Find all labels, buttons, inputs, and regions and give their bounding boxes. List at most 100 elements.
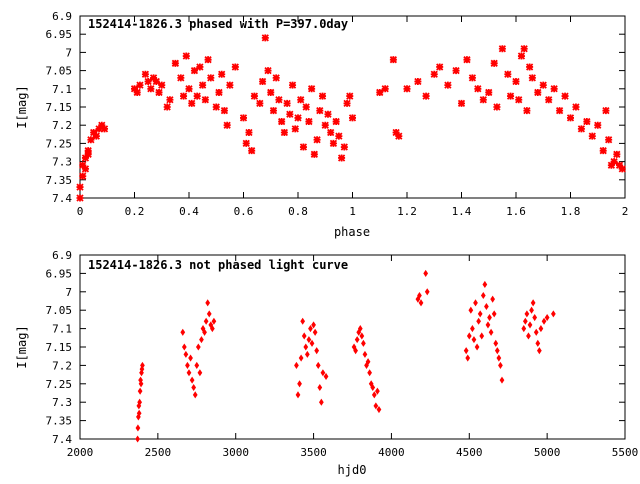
- data-point-phased: [310, 150, 318, 158]
- data-point-unphased: [357, 325, 363, 333]
- data-point-unphased: [423, 269, 429, 277]
- data-point-unphased: [308, 325, 313, 333]
- data-point-phased: [615, 161, 624, 169]
- data-point-phased: [297, 96, 305, 104]
- data-point-unphased: [191, 383, 197, 392]
- x-tick-label-unphased: 5000: [534, 446, 561, 459]
- data-point-unphased: [480, 291, 486, 300]
- data-point-unphased: [373, 402, 379, 410]
- y-tick-label-unphased: 7.4: [52, 433, 72, 446]
- data-point-phased: [332, 117, 340, 126]
- data-point-unphased: [195, 343, 201, 351]
- data-point-phased: [278, 117, 286, 126]
- data-point-unphased: [473, 299, 478, 307]
- y-axis-label-unphased: I[mag]: [15, 325, 29, 368]
- chart-title-phased: 152414-1826.3 phased with P=397.0day: [88, 17, 348, 31]
- data-point-unphased: [317, 383, 323, 392]
- data-point-unphased: [477, 310, 483, 318]
- data-point-phased: [452, 66, 460, 75]
- data-point-phased: [321, 121, 329, 129]
- data-point-phased: [346, 92, 354, 100]
- data-point-unphased: [135, 435, 140, 443]
- data-point-phased: [316, 107, 324, 115]
- y-tick-label-phased: 7.35: [46, 174, 73, 187]
- data-point-phased: [583, 117, 591, 126]
- y-tick-label-phased: 7.05: [46, 65, 73, 78]
- data-point-phased: [81, 165, 90, 173]
- data-point-unphased: [370, 383, 376, 392]
- data-point-phased: [81, 154, 90, 162]
- data-point-phased: [198, 81, 207, 89]
- data-point-phased: [605, 136, 613, 144]
- data-point-phased: [294, 114, 302, 122]
- data-point-phased: [517, 52, 526, 60]
- data-point-unphased: [471, 336, 477, 344]
- data-point-phased: [468, 74, 477, 82]
- data-point-unphased: [137, 387, 143, 395]
- y-axis-label-phased: I[mag]: [15, 85, 29, 128]
- x-tick-label-unphased: 2000: [67, 446, 94, 459]
- y-tick-label-unphased: 7.15: [46, 341, 73, 354]
- data-point-phased: [512, 77, 520, 86]
- x-tick-label-phased: 1.8: [561, 205, 581, 218]
- data-point-unphased: [522, 317, 528, 325]
- data-point-unphased: [535, 339, 541, 347]
- data-point-phased: [430, 70, 438, 78]
- data-point-unphased: [311, 321, 316, 329]
- data-point-phased: [490, 59, 498, 67]
- data-point-phased: [534, 88, 542, 97]
- data-point-phased: [245, 128, 253, 137]
- y-tick-label-unphased: 7: [65, 286, 72, 299]
- y-tick-label-phased: 7.1: [52, 83, 72, 96]
- data-point-phased: [523, 107, 531, 115]
- data-point-unphased: [498, 361, 503, 369]
- data-point-unphased: [362, 350, 368, 358]
- data-point-phased: [84, 150, 92, 158]
- data-point-unphased: [484, 302, 489, 311]
- data-point-unphased: [482, 280, 488, 288]
- data-point-phased: [607, 161, 616, 169]
- data-point-phased: [185, 85, 193, 93]
- data-point-unphased: [536, 347, 542, 355]
- y-tick-label-phased: 6.9: [52, 10, 72, 23]
- data-point-phased: [376, 88, 384, 97]
- data-point-unphased: [203, 317, 209, 325]
- data-point-phased: [291, 125, 299, 133]
- data-point-phased: [242, 139, 250, 148]
- data-point-unphased: [499, 376, 505, 384]
- data-point-phased: [566, 114, 575, 122]
- data-point-phased: [305, 117, 313, 126]
- y-tick-label-phased: 7.3: [52, 156, 72, 169]
- axis-ticks-phased: 0 0.2 0.4 0.6 0.8 1 1.2 1.4 1.6 1.8 2 6.9 6.95 7 7.05 7…: [46, 10, 629, 218]
- x-tick-label-unphased: 3500: [300, 446, 327, 459]
- phased-light-curve-panel: 152414-1826.3 phased with P=397.0day pha…: [15, 10, 628, 239]
- data-point-phased: [414, 77, 422, 86]
- data-point-phased: [343, 99, 351, 107]
- data-point-phased: [610, 157, 618, 166]
- data-points-phased: [76, 34, 626, 202]
- data-point-unphased: [367, 369, 372, 377]
- data-point-unphased: [194, 361, 200, 369]
- data-point-unphased: [306, 336, 312, 344]
- data-point-phased: [618, 165, 626, 173]
- x-tick-label-phased: 1.2: [397, 205, 417, 218]
- data-point-phased: [188, 99, 196, 107]
- data-point-phased: [89, 128, 98, 137]
- data-point-unphased: [186, 369, 192, 377]
- data-point-unphased: [202, 328, 207, 336]
- data-point-unphased: [304, 350, 310, 358]
- data-point-phased: [577, 125, 586, 133]
- data-point-unphased: [309, 339, 315, 347]
- x-tick-label-unphased: 5500: [612, 446, 639, 459]
- data-point-phased: [599, 147, 607, 155]
- data-point-unphased: [359, 332, 365, 340]
- data-point-unphased: [476, 317, 481, 325]
- data-point-unphased: [211, 317, 217, 325]
- data-point-unphased: [185, 361, 190, 369]
- data-point-phased: [207, 74, 215, 82]
- data-point-phased: [204, 56, 212, 64]
- data-point-phased: [525, 63, 534, 71]
- data-point-phased: [130, 85, 139, 93]
- data-point-phased: [389, 56, 398, 64]
- data-point-unphased: [354, 336, 360, 344]
